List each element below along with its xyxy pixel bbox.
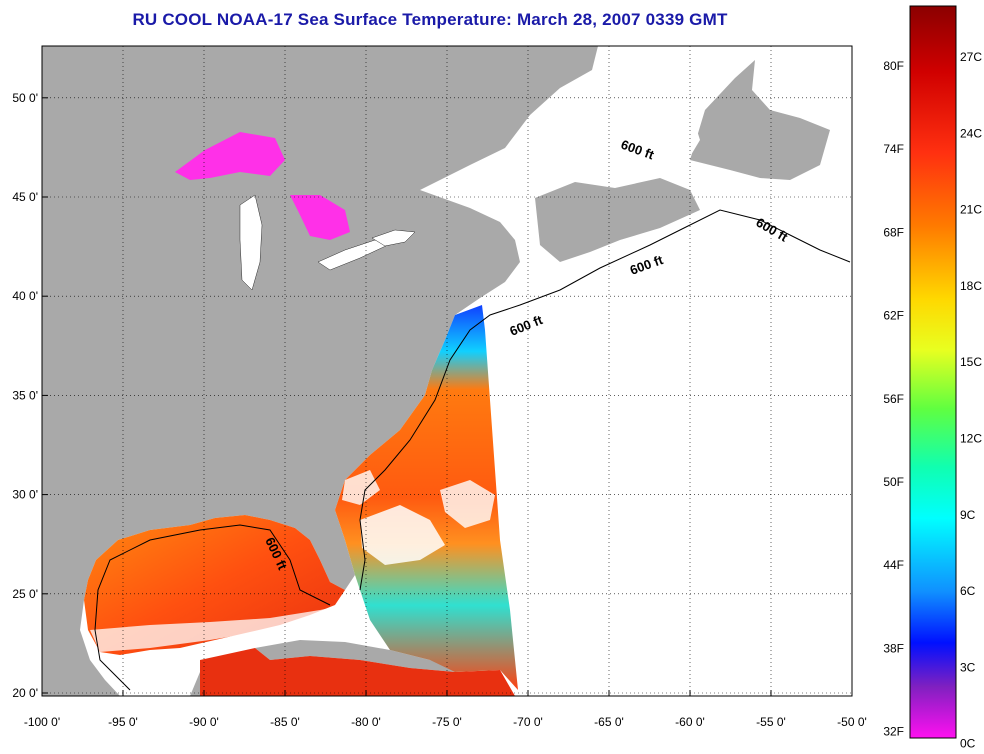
gulf-st-lawrence	[540, 90, 700, 170]
longitude-tick-label: -60 0'	[675, 715, 705, 729]
longitude-tick-label: -50 0'	[837, 715, 867, 729]
colorbar-celsius-label: 15C	[960, 355, 982, 369]
colorbar-celsius-label: 18C	[960, 279, 982, 293]
colorbar-celsius-label: 9C	[960, 508, 976, 522]
atlantic-sst-swath	[335, 305, 518, 690]
map-gridlines	[42, 46, 852, 696]
latitude-tick-label: 20 0'	[12, 686, 38, 700]
atlantic-cloud-patch-3	[342, 470, 380, 505]
longitude-tick-label: -95 0'	[108, 715, 138, 729]
newfoundland-land	[690, 60, 830, 180]
latitude-tick-label: 45 0'	[12, 190, 38, 204]
longitude-tick-label: -85 0'	[270, 715, 300, 729]
colorbar-celsius-label: 0C	[960, 737, 976, 751]
isobath-600ft-line	[94, 209, 851, 691]
colorbar-fahrenheit-label: 80F	[883, 59, 904, 73]
latitude-tick-label: 25 0'	[12, 587, 38, 601]
colorbar-fahrenheit-label: 56F	[883, 392, 904, 406]
colorbar-fahrenheit-label: 50F	[883, 475, 904, 489]
north-america-land	[42, 46, 598, 696]
colorbar-fahrenheit-label: 68F	[883, 225, 904, 239]
colorbar-fahrenheit-label: 44F	[883, 558, 904, 572]
latitude-tick-label: 30 0'	[12, 488, 38, 502]
colorbar-celsius-label: 6C	[960, 584, 976, 598]
atlantic-cloud-patch-2	[440, 480, 495, 528]
colorbar-celsius-label: 21C	[960, 203, 982, 217]
gulf-cold-band	[90, 605, 345, 652]
colorbar-celsius-label: 3C	[960, 660, 976, 674]
longitude-axis: -100 0' -95 0' -90 0' -85 0' -80 0' -75 0' -70…	[24, 690, 867, 729]
latitude-tick-label: 40 0'	[12, 289, 38, 303]
longitude-tick-label: -55 0'	[756, 715, 786, 729]
lake-superior	[175, 132, 285, 180]
lake-michigan	[239, 194, 263, 291]
latitude-tick-label: 35 0'	[12, 388, 38, 402]
colorbar-fahrenheit-labels: 80F 74F 68F 62F 56F 50F 44F 38F 32F	[883, 59, 904, 739]
lake-ontario	[371, 229, 416, 247]
colorbar-fahrenheit-label: 32F	[883, 725, 904, 739]
maritimes-land	[535, 178, 700, 262]
colorbar	[909, 5, 957, 739]
colorbar-fahrenheit-label: 62F	[883, 309, 904, 323]
longitude-tick-label: -90 0'	[189, 715, 219, 729]
map-title: RU COOL NOAA-17 Sea Surface Temperature:…	[132, 10, 728, 29]
longitude-tick-label: -65 0'	[594, 715, 624, 729]
cuba-land	[255, 640, 460, 672]
latitude-tick-label: 50 0'	[12, 91, 38, 105]
colorbar-celsius-label: 12C	[960, 432, 982, 446]
longitude-tick-label: -80 0'	[351, 715, 381, 729]
longitude-tick-label: -100 0'	[24, 715, 60, 729]
latitude-axis: 20 0' 25 0' 30 0' 35 0' 40 0' 45 0' 50 0'	[12, 91, 48, 700]
atlantic-cloud-patch-1	[360, 505, 445, 565]
longitude-tick-label: -70 0'	[513, 715, 543, 729]
lake-huron	[290, 195, 350, 240]
colorbar-celsius-labels: 27C 24C 21C 18C 15C 12C 9C 6C 3C 0C	[960, 50, 982, 751]
caribbean-sst	[200, 648, 515, 696]
colorbar-celsius-label: 27C	[960, 50, 982, 64]
longitude-tick-label: -75 0'	[432, 715, 462, 729]
colorbar-fahrenheit-label: 38F	[883, 641, 904, 655]
colorbar-fahrenheit-label: 74F	[883, 142, 904, 156]
colorbar-celsius-label: 24C	[960, 126, 982, 140]
